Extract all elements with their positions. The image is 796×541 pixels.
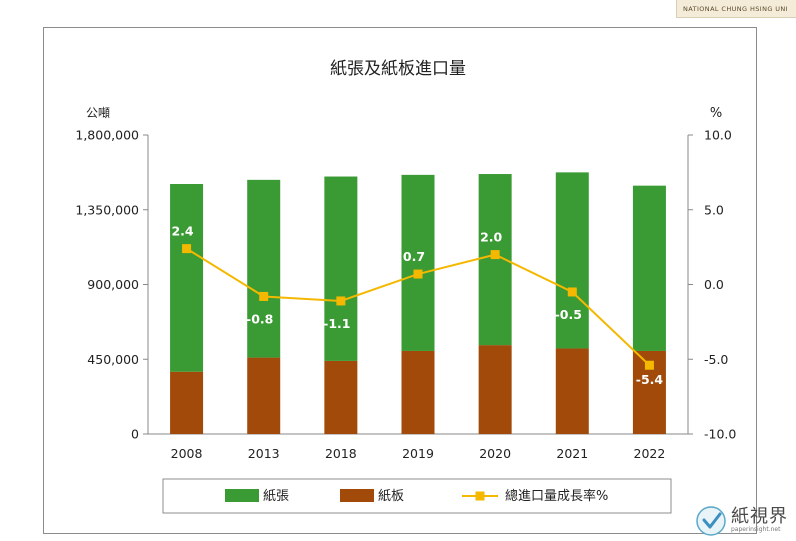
legend: 紙張 紙板 總進口量成長率% (162, 478, 672, 514)
bar-paperboard-2020 (478, 345, 512, 434)
bar-paper-2022 (632, 185, 666, 351)
paperinsight-logo-icon (696, 506, 726, 536)
right-axis-ticks: -10.0 -5.0 0.0 5.0 10.0 (688, 128, 736, 442)
x-tick-label: 2013 (248, 446, 280, 461)
x-tick-label: 2018 (325, 446, 357, 461)
right-axis-unit: % (710, 106, 722, 121)
bar-paperboard-2008 (170, 371, 204, 434)
bar-paperboard-2021 (555, 348, 589, 434)
watermark-title: 紙視界 (731, 506, 788, 527)
x-tick-label: 2008 (171, 446, 203, 461)
growth-point-2008 (182, 244, 192, 254)
growth-line-series: 2.4 -0.8 -1.1 0.7 2.0 -0.5 -5.4 (171, 224, 663, 388)
bar-series (170, 172, 666, 434)
right-tick-label: 5.0 (704, 202, 724, 217)
growth-point-2019 (413, 269, 423, 279)
legend-label-paper: 紙張 (263, 489, 289, 504)
x-tick-label: 2021 (556, 446, 588, 461)
x-axis-tick-labels: 2008 2013 2018 2019 2020 2021 2022 (171, 446, 666, 461)
growth-point-2013 (259, 291, 269, 301)
left-tick-label: 900,000 (87, 277, 139, 292)
right-tick-label: 10.0 (704, 128, 732, 143)
legend-swatch-paperboard (340, 489, 374, 502)
bar-paperboard-2019 (401, 350, 435, 434)
legend-label-growth: 總進口量成長率% (505, 488, 608, 504)
left-tick-label: 450,000 (87, 352, 139, 367)
chart-title: 紙張及紙板進口量 (330, 59, 466, 79)
legend-swatch-paper (225, 489, 259, 502)
growth-data-label: 2.0 (480, 230, 502, 245)
left-tick-label: 1,350,000 (75, 202, 139, 217)
right-tick-label: -5.0 (704, 352, 728, 367)
watermark: 紙視界 paperinsight.net (695, 505, 788, 537)
bar-paper-2019 (401, 174, 435, 351)
growth-data-label: -5.4 (636, 372, 664, 387)
growth-point-2020 (490, 250, 500, 260)
growth-data-label: -0.8 (246, 311, 273, 326)
growth-data-label: 2.4 (171, 224, 193, 239)
left-tick-label: 1,800,000 (75, 128, 139, 143)
growth-point-2018 (336, 296, 346, 306)
bar-paper-2018 (324, 176, 358, 361)
bar-paper-2008 (170, 184, 204, 372)
chart-frame (43, 27, 757, 534)
university-banner: NATIONAL CHUNG HSING UNI (676, 0, 796, 18)
growth-data-label: -1.1 (323, 316, 350, 331)
bar-paper-2021 (555, 172, 589, 349)
growth-data-label: -0.5 (555, 307, 582, 322)
left-axis-ticks: 0 450,000 900,000 1,350,000 1,800,000 (75, 128, 148, 442)
bar-paper-2013 (247, 179, 281, 358)
x-tick-label: 2019 (402, 446, 434, 461)
growth-point-2022 (644, 360, 654, 370)
left-tick-label: 0 (131, 427, 139, 442)
x-tick-label: 2020 (479, 446, 511, 461)
watermark-url: paperinsight.net (731, 526, 781, 533)
legend-box (162, 478, 672, 514)
legend-swatch-growth-marker (475, 491, 485, 501)
growth-data-label: 0.7 (403, 249, 425, 264)
bar-paperboard-2013 (247, 357, 281, 434)
right-tick-label: 0.0 (704, 277, 724, 292)
legend-label-paperboard: 紙板 (378, 489, 404, 504)
bar-paperboard-2018 (324, 360, 358, 434)
growth-point-2021 (567, 287, 577, 297)
x-tick-label: 2022 (634, 446, 666, 461)
right-tick-label: -10.0 (704, 427, 736, 442)
left-axis-unit: 公噸 (86, 106, 110, 120)
